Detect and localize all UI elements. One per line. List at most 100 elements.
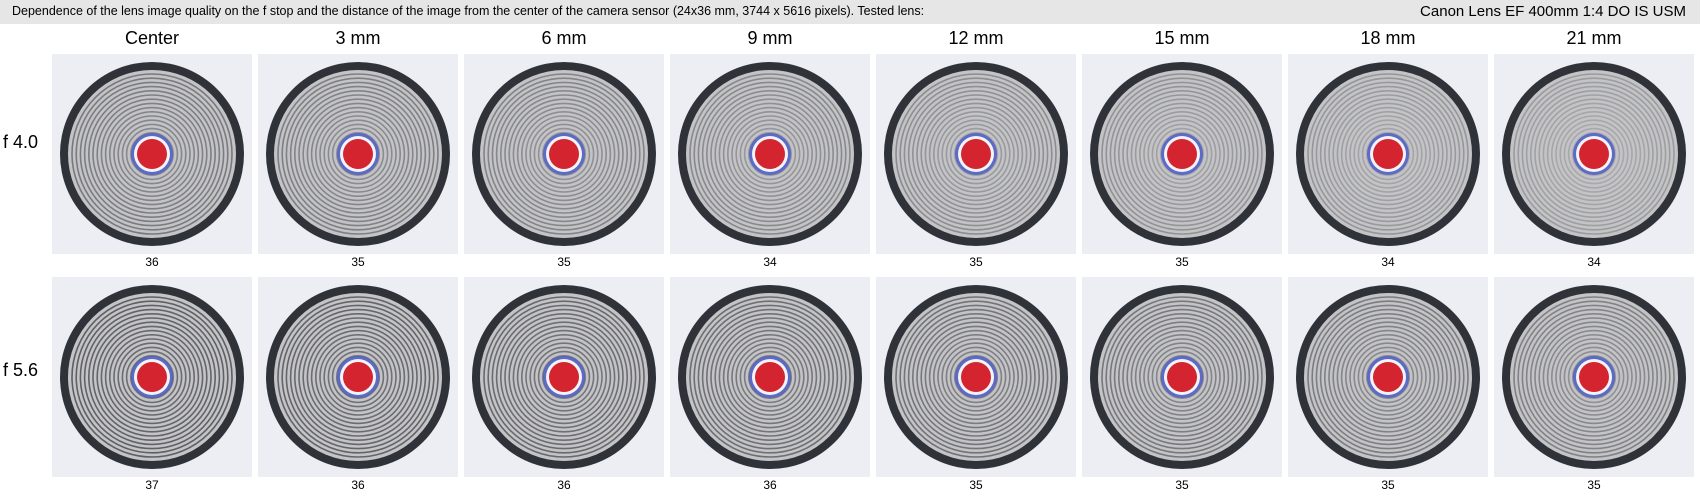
concentric-ring (306, 325, 410, 429)
concentric-ring (739, 346, 801, 408)
concentric-ring (701, 85, 839, 223)
concentric-ring (1546, 329, 1642, 425)
concentric-ring (537, 350, 591, 404)
concentric-ring (96, 321, 208, 433)
column-header: 21 mm (1566, 28, 1622, 48)
center-dot (137, 139, 167, 169)
concentric-ring (310, 329, 406, 425)
concentric-ring (911, 312, 1041, 442)
center-dot (1167, 139, 1197, 169)
concentric-ring (1517, 300, 1671, 454)
concentric-ring (71, 73, 233, 235)
concentric-ring (277, 296, 439, 458)
concentric-ring (1559, 342, 1629, 412)
concentric-ring (1563, 123, 1625, 185)
concentric-ring (79, 81, 225, 227)
concentric-ring (1555, 115, 1633, 193)
concentric-ring (75, 77, 229, 231)
concentric-ring (1101, 296, 1263, 458)
concentric-ring (113, 338, 191, 416)
concentric-ring (928, 106, 1024, 202)
column-header: 12 mm (948, 28, 1004, 48)
resolution-target-graphic (1502, 62, 1686, 246)
concentric-ring (1525, 85, 1663, 223)
concentric-ring (302, 98, 414, 210)
center-dot (755, 362, 785, 392)
concentric-ring (117, 119, 187, 189)
quality-score: 34 (763, 255, 777, 269)
test-target-image (1494, 277, 1694, 477)
concentric-ring (945, 123, 1007, 185)
concentric-ring (1147, 342, 1217, 412)
center-dot (961, 362, 991, 392)
resolution-target-graphic (678, 285, 862, 469)
concentric-ring (108, 110, 196, 198)
concentric-ring (1521, 304, 1667, 450)
concentric-ring (1311, 300, 1465, 454)
concentric-ring (710, 94, 830, 214)
concentric-ring (731, 338, 809, 416)
concentric-ring (542, 355, 587, 400)
concentric-ring (1323, 89, 1453, 219)
concentric-ring (920, 98, 1032, 210)
concentric-ring (731, 115, 809, 193)
concentric-ring (487, 300, 641, 454)
resolution-target-graphic (678, 62, 862, 246)
concentric-ring (1155, 127, 1209, 181)
center-dot (1373, 139, 1403, 169)
concentric-ring (483, 296, 645, 458)
concentric-ring (1542, 325, 1646, 429)
concentric-ring (1117, 89, 1247, 219)
resolution-target-graphic (472, 62, 656, 246)
concentric-ring (336, 355, 381, 400)
resolution-target-graphic (1090, 62, 1274, 246)
resolution-target-graphic (472, 285, 656, 469)
center-dot (1167, 362, 1197, 392)
concentric-ring (920, 321, 1032, 433)
concentric-ring (1160, 355, 1205, 400)
concentric-ring (714, 321, 826, 433)
concentric-ring (121, 123, 183, 185)
concentric-ring (1143, 115, 1221, 193)
concentric-ring (1555, 338, 1633, 416)
concentric-ring (739, 123, 801, 185)
concentric-ring (748, 132, 793, 177)
concentric-ring (75, 300, 229, 454)
concentric-ring (705, 312, 835, 442)
concentric-ring (533, 346, 595, 408)
concentric-ring (298, 317, 418, 437)
quality-score: 34 (1587, 255, 1601, 269)
test-target-image (1082, 54, 1282, 254)
test-target-image (670, 277, 870, 477)
center-dot (1579, 362, 1609, 392)
concentric-ring (1307, 296, 1469, 458)
concentric-ring (937, 115, 1015, 193)
concentric-ring (1517, 77, 1671, 231)
concentric-ring (1550, 333, 1638, 421)
concentric-ring (954, 132, 999, 177)
concentric-ring (1521, 81, 1667, 227)
concentric-ring (1349, 115, 1427, 193)
concentric-ring (1366, 355, 1411, 400)
concentric-ring (1117, 312, 1247, 442)
concentric-ring (1122, 94, 1242, 214)
concentric-ring (331, 127, 385, 181)
concentric-ring (911, 89, 1041, 219)
concentric-ring (512, 102, 616, 206)
concentric-ring (718, 325, 822, 429)
quality-score: 35 (1587, 478, 1601, 492)
concentric-ring (108, 333, 196, 421)
resolution-target-graphic (1296, 62, 1480, 246)
concentric-ring (1529, 312, 1659, 442)
concentric-ring (314, 110, 402, 198)
quality-score: 35 (969, 255, 983, 269)
concentric-ring (125, 127, 179, 181)
concentric-ring (495, 308, 633, 446)
concentric-ring (1357, 123, 1419, 185)
concentric-ring (1353, 119, 1423, 189)
concentric-ring (954, 355, 999, 400)
concentric-ring (916, 94, 1036, 214)
concentric-ring (1138, 333, 1226, 421)
concentric-ring (285, 81, 431, 227)
resolution-target-graphic (266, 285, 450, 469)
